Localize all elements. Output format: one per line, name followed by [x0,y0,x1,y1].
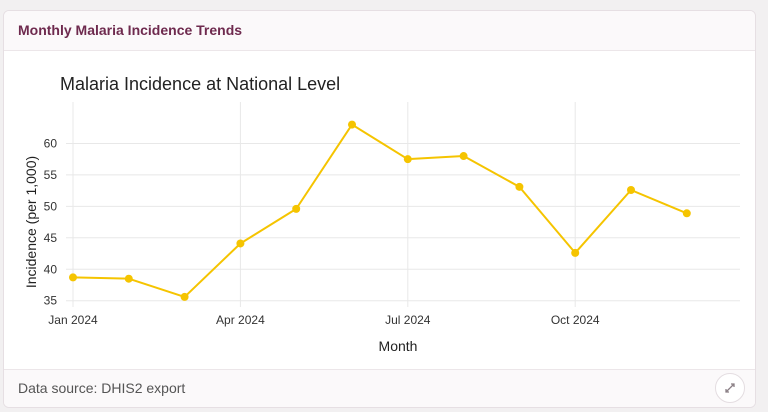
series-line [72,123,688,298]
card-body: 35 40 45 50 55 60 Jan 2024 Apr 2024 Jul 2024 Oct … [4,51,755,371]
series-layer [69,120,691,301]
chart-title: Malaria Incidence at National Level [60,74,340,94]
y-tick-label: 45 [44,231,58,245]
card-title: Monthly Malaria Incidence Trends [18,22,243,38]
data-source-text: Data source: DHIS2 export [18,380,186,396]
grid-layer [66,102,740,307]
data-point [69,273,77,282]
x-tick-label: Jan 2024 [48,313,98,327]
card-footer: Data source: DHIS2 export [4,369,755,407]
data-point [292,204,301,213]
card-header: Monthly Malaria Incidence Trends [4,11,755,51]
data-point [348,120,356,129]
data-point [682,209,691,218]
y-tick-label: 35 [44,294,58,308]
data-point [403,155,412,164]
y-tick-label: 50 [44,199,58,213]
y-tick-label: 55 [44,168,58,182]
data-point [571,248,580,257]
x-tick-label: Apr 2024 [216,313,265,327]
y-tick-label: 60 [44,136,58,150]
x-axis-label: Month [379,338,418,354]
data-point [459,152,468,161]
data-point [515,182,524,191]
data-point [627,186,635,194]
axis-layer: 35 40 45 50 55 60 Jan 2024 Apr 2024 Jul 2024 Oct … [44,136,600,327]
y-tick-label: 40 [44,262,58,276]
y-axis-label: Incidence (per 1,000) [23,156,39,288]
x-tick-label: Jul 2024 [385,313,431,327]
expand-button[interactable] [715,373,745,403]
data-point [124,274,133,283]
line-chart: 35 40 45 50 55 60 Jan 2024 Apr 2024 Jul 2024 Oct … [23,74,740,354]
chart-card: Monthly Malaria Incidence Trends 35 40 45 5… [3,10,756,408]
data-point [180,292,189,301]
x-tick-label: Oct 2024 [551,313,600,327]
expand-icon [725,383,735,393]
data-point [236,239,245,248]
chart-area: 35 40 45 50 55 60 Jan 2024 Apr 2024 Jul 2024 Oct … [18,67,740,357]
